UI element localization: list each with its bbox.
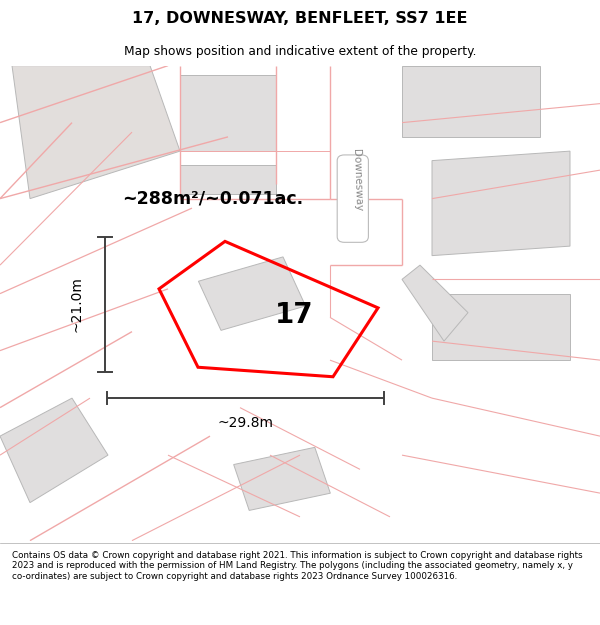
Polygon shape [199, 257, 305, 331]
Text: ~21.0m: ~21.0m [69, 276, 83, 332]
Polygon shape [180, 166, 276, 194]
Polygon shape [402, 66, 540, 137]
Polygon shape [0, 398, 108, 502]
Text: ~288m²/~0.071ac.: ~288m²/~0.071ac. [122, 189, 304, 208]
Text: Map shows position and indicative extent of the property.: Map shows position and indicative extent… [124, 45, 476, 58]
Polygon shape [402, 265, 468, 341]
Polygon shape [432, 151, 570, 256]
Polygon shape [233, 448, 331, 511]
Text: Contains OS data © Crown copyright and database right 2021. This information is : Contains OS data © Crown copyright and d… [12, 551, 583, 581]
Text: 17: 17 [275, 301, 313, 329]
FancyBboxPatch shape [337, 155, 368, 242]
Text: Downesway: Downesway [351, 148, 363, 211]
Polygon shape [12, 66, 180, 199]
Polygon shape [180, 75, 276, 151]
Text: 17, DOWNESWAY, BENFLEET, SS7 1EE: 17, DOWNESWAY, BENFLEET, SS7 1EE [132, 11, 468, 26]
Polygon shape [432, 294, 570, 360]
Text: ~29.8m: ~29.8m [217, 416, 274, 430]
